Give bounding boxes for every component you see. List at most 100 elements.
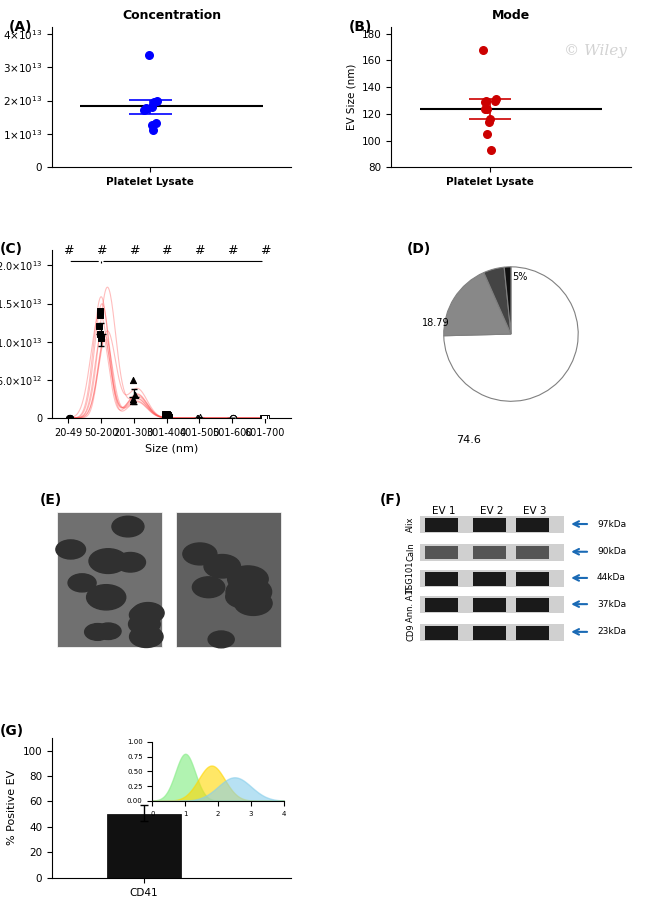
Circle shape <box>204 555 240 578</box>
Text: #: # <box>194 243 205 257</box>
Text: (C): (C) <box>0 242 22 255</box>
Text: (A): (A) <box>9 20 32 34</box>
Point <box>192 411 203 425</box>
FancyBboxPatch shape <box>425 518 458 532</box>
FancyBboxPatch shape <box>473 598 506 612</box>
FancyBboxPatch shape <box>420 624 564 641</box>
Point <box>128 392 138 406</box>
Text: 37kDa: 37kDa <box>597 600 626 609</box>
Text: 5%: 5% <box>512 272 527 282</box>
X-axis label: Size (nm): Size (nm) <box>145 443 198 453</box>
Point <box>94 319 105 334</box>
Circle shape <box>86 585 125 610</box>
Title: Mode: Mode <box>492 9 530 22</box>
FancyBboxPatch shape <box>515 546 549 559</box>
Circle shape <box>208 631 234 648</box>
FancyBboxPatch shape <box>420 517 564 533</box>
Point <box>151 93 162 108</box>
Point <box>65 411 75 425</box>
Point <box>195 410 205 424</box>
Point <box>485 112 495 127</box>
Point <box>128 373 138 387</box>
Point <box>162 408 173 423</box>
Text: EV 1: EV 1 <box>432 506 456 516</box>
Text: 23kDa: 23kDa <box>597 627 626 636</box>
Text: EV 3: EV 3 <box>523 506 547 516</box>
FancyBboxPatch shape <box>425 625 458 640</box>
Circle shape <box>129 626 163 647</box>
Point <box>144 48 154 62</box>
Text: #: # <box>161 243 172 257</box>
Point <box>96 327 106 341</box>
FancyBboxPatch shape <box>515 625 549 640</box>
Point <box>480 93 491 108</box>
Point <box>64 411 74 425</box>
Point <box>258 411 268 425</box>
Y-axis label: EV Size (nm): EV Size (nm) <box>346 64 356 130</box>
Circle shape <box>84 624 110 641</box>
Point <box>163 409 174 424</box>
Wedge shape <box>444 267 578 401</box>
Point <box>227 411 238 425</box>
Text: EV 2: EV 2 <box>480 506 504 516</box>
Text: 44kDa: 44kDa <box>597 574 626 583</box>
FancyBboxPatch shape <box>176 511 281 647</box>
Text: © Wiley: © Wiley <box>564 44 627 58</box>
Text: Ann. A1l: Ann. A1l <box>406 586 415 622</box>
Circle shape <box>56 540 86 559</box>
Point <box>128 394 138 408</box>
Point <box>480 101 491 116</box>
FancyBboxPatch shape <box>515 598 549 612</box>
Point <box>193 411 203 425</box>
FancyBboxPatch shape <box>425 546 458 559</box>
Bar <box>107 814 181 878</box>
Point <box>94 304 105 319</box>
Point <box>95 308 105 322</box>
Circle shape <box>89 548 127 574</box>
Point <box>147 100 157 114</box>
Circle shape <box>227 566 268 592</box>
Point <box>489 93 500 108</box>
Text: CD9: CD9 <box>406 623 415 641</box>
Circle shape <box>129 614 160 634</box>
Point <box>484 115 494 129</box>
Text: 74.6: 74.6 <box>456 435 482 445</box>
Circle shape <box>183 543 217 565</box>
Wedge shape <box>504 267 511 334</box>
Point <box>480 95 491 110</box>
Circle shape <box>132 603 164 624</box>
FancyBboxPatch shape <box>425 598 458 612</box>
Circle shape <box>226 586 261 608</box>
Title: Concentration: Concentration <box>122 9 221 22</box>
Text: #: # <box>129 243 139 257</box>
Point <box>147 118 157 132</box>
Circle shape <box>235 591 272 615</box>
Circle shape <box>192 576 225 597</box>
Point <box>259 411 270 425</box>
Circle shape <box>96 623 121 640</box>
Text: (B): (B) <box>348 20 372 34</box>
Circle shape <box>112 516 144 537</box>
Text: #: # <box>259 243 270 257</box>
Text: 18.79: 18.79 <box>422 318 449 328</box>
Point <box>482 101 492 116</box>
Y-axis label: % Positive EV: % Positive EV <box>7 770 17 845</box>
Point <box>150 116 161 130</box>
Circle shape <box>115 552 146 572</box>
Wedge shape <box>444 272 511 336</box>
Point <box>140 101 151 116</box>
Text: (D): (D) <box>407 242 431 255</box>
Point <box>65 411 75 425</box>
Text: 90kDa: 90kDa <box>597 548 626 557</box>
FancyBboxPatch shape <box>473 518 506 532</box>
FancyBboxPatch shape <box>420 544 564 561</box>
FancyBboxPatch shape <box>515 518 549 532</box>
Text: #: # <box>227 243 237 257</box>
Point <box>261 411 271 425</box>
Point <box>148 95 159 110</box>
FancyBboxPatch shape <box>425 572 458 586</box>
FancyBboxPatch shape <box>57 511 162 647</box>
Point <box>478 43 488 57</box>
Text: Caln: Caln <box>406 542 415 561</box>
Point <box>148 122 159 137</box>
